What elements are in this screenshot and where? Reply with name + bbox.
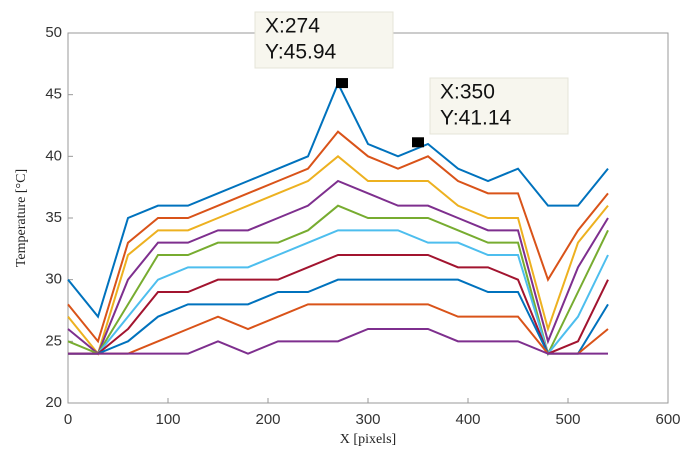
- datatip-x: X:350: [440, 81, 495, 104]
- x-tick-label: 500: [555, 411, 580, 428]
- series-line: [67, 204, 609, 357]
- datatip-x: X:274: [265, 15, 320, 38]
- x-tick-label: 100: [155, 411, 180, 428]
- datatip-marker: [412, 137, 424, 148]
- datatip-y: Y:45.94: [265, 41, 337, 64]
- series-line: [68, 278, 609, 355]
- y-tick-label: 40: [45, 147, 62, 164]
- y-axis-label: Temperature [°C]: [14, 169, 29, 267]
- datatip-y: Y:41.14: [440, 107, 512, 130]
- series-line: [68, 229, 609, 356]
- series-line: [67, 130, 609, 344]
- series-line: [67, 179, 609, 356]
- y-tick-label: 35: [45, 209, 62, 226]
- x-tick-label: 200: [255, 411, 280, 428]
- y-tick-label: 25: [45, 332, 62, 349]
- datatip-box: [254, 11, 394, 69]
- series-line: [68, 254, 609, 355]
- datatip-marker: [336, 78, 348, 89]
- y-tick-label: 20: [45, 394, 62, 411]
- series-line: [67, 155, 609, 356]
- x-tick-label: 400: [455, 411, 480, 428]
- series-line: [68, 328, 608, 355]
- x-axis-label: X [pixels]: [340, 432, 396, 447]
- x-tick-label: 300: [355, 411, 380, 428]
- y-tick-label: 30: [45, 271, 62, 288]
- y-tick-label: 50: [45, 24, 62, 41]
- datatip-box: [429, 77, 569, 135]
- x-tick-label: 600: [655, 411, 680, 428]
- x-tick-label: 0: [64, 411, 72, 428]
- series-line: [68, 303, 609, 355]
- y-tick-label: 45: [45, 86, 62, 103]
